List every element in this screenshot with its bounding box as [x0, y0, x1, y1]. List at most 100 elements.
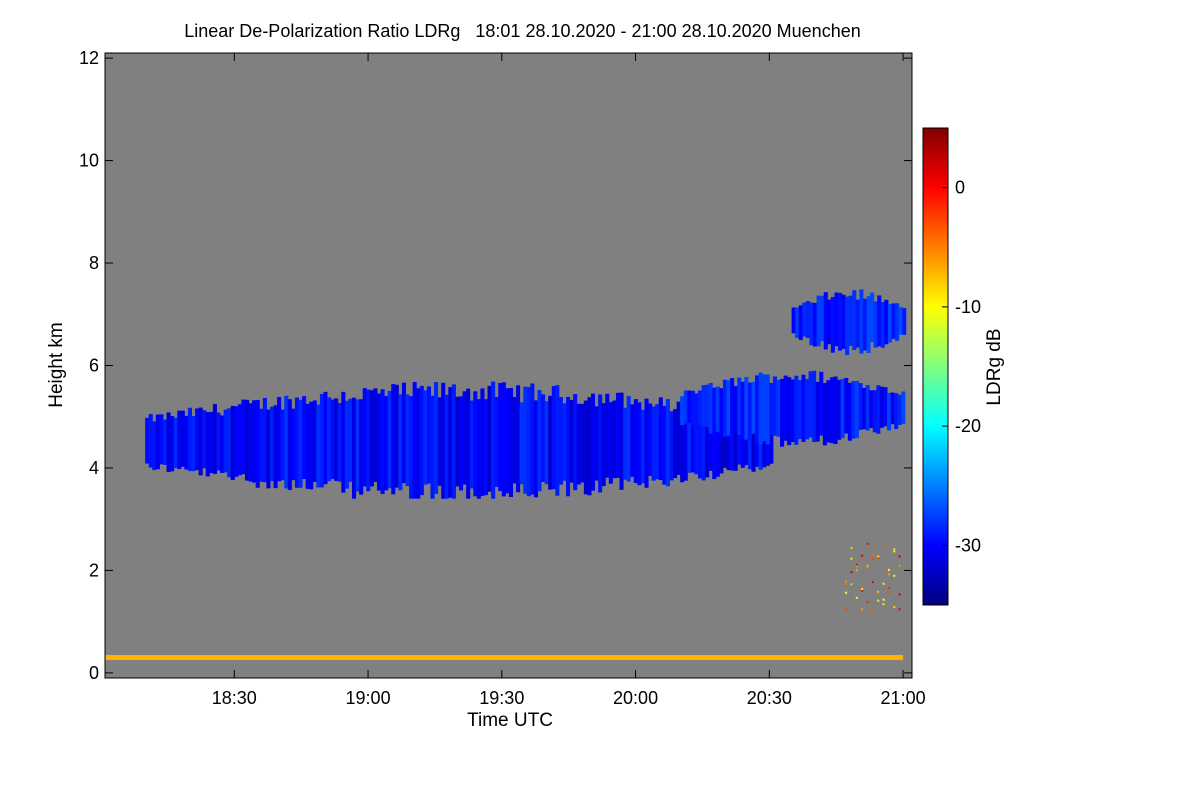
cloud-column [551, 386, 556, 490]
x-tick-label: 21:00 [881, 688, 926, 708]
cloud-column [423, 390, 428, 485]
speckle-point [882, 582, 885, 585]
speckle-point [866, 542, 869, 545]
cloud-column [722, 407, 728, 468]
cloud-column [273, 405, 278, 489]
cloud-column [451, 384, 456, 499]
cloud-column [870, 292, 875, 343]
cloud-column [797, 380, 802, 440]
y-tick-label: 12 [79, 48, 99, 68]
cloud-column [148, 414, 153, 468]
cloud-column [790, 379, 795, 443]
cloud-column [280, 409, 285, 481]
cloud-column [883, 387, 888, 427]
speckle-point [882, 603, 885, 606]
speckle-point [871, 581, 874, 584]
cloud-column [544, 401, 549, 485]
cloud-column [758, 419, 763, 470]
cloud-column [187, 407, 192, 472]
cloud-column [612, 400, 617, 479]
cloud-column [665, 399, 670, 487]
cloud-column [145, 417, 150, 464]
cloud-column [337, 403, 342, 482]
cloud-column [548, 395, 553, 490]
cloud-column [405, 394, 410, 487]
x-tick-label: 18:30 [212, 688, 257, 708]
feature-aerosol-speckle [845, 542, 901, 612]
cloud-column [858, 383, 863, 430]
cloud-column [705, 384, 710, 427]
y-tick-label: 0 [89, 663, 99, 683]
cloud-column [312, 400, 317, 482]
cloud-column [409, 396, 414, 499]
cloud-column [590, 393, 596, 491]
cloud-column [805, 301, 810, 338]
speckle-point [887, 568, 890, 571]
cloud-column [787, 377, 792, 446]
colorbar-tick-label: -10 [955, 297, 981, 317]
cloud-column [722, 379, 728, 437]
cloud-column [794, 375, 799, 445]
cloud-column [291, 408, 296, 481]
cloud-column [241, 399, 246, 475]
speckle-point [893, 548, 896, 551]
cloud-column [862, 298, 868, 351]
speckle-point [850, 571, 853, 574]
cloud-column [212, 404, 217, 474]
cloud-column [834, 292, 839, 347]
cloud-column [526, 387, 531, 497]
cloud-column [765, 374, 770, 445]
x-tick-label: 19:00 [346, 688, 391, 708]
y-tick-label: 4 [89, 458, 99, 478]
feature-upper-cloud [791, 289, 907, 356]
cloud-column [334, 398, 339, 481]
cloud-column [398, 394, 403, 491]
speckle-point [898, 608, 901, 611]
speckle-point [861, 608, 864, 611]
cloud-column [444, 394, 449, 499]
cloud-column [530, 383, 535, 495]
cloud-column [323, 391, 328, 485]
cloud-column [430, 395, 435, 499]
cloud-column [298, 399, 303, 488]
cloud-column [244, 399, 250, 481]
cloud-column [812, 370, 817, 443]
cloud-column [847, 382, 852, 441]
cloud-column [494, 396, 499, 487]
y-tick-label: 8 [89, 253, 99, 273]
cloud-column [437, 397, 442, 486]
cloud-column [352, 397, 357, 499]
cloud-column [373, 388, 378, 482]
cloud-column [583, 400, 588, 495]
cloud-column [690, 410, 695, 473]
speckle-point [882, 598, 885, 601]
cloud-column [755, 375, 760, 444]
speckle-point [877, 557, 880, 560]
cloud-column [879, 386, 884, 428]
cloud-column [826, 380, 831, 443]
speckle-point [887, 573, 890, 576]
cloud-column [344, 400, 349, 489]
cloud-column [255, 399, 260, 488]
cloud-column [441, 382, 446, 499]
cloud-column [330, 399, 335, 480]
cloud-column [362, 388, 367, 487]
cloud-column [802, 302, 807, 337]
speckle-point [850, 583, 853, 586]
cloud-column [516, 385, 521, 493]
speckle-point [877, 590, 880, 593]
speckle-point [855, 563, 858, 566]
cloud-column [894, 393, 899, 430]
cloud-column [772, 376, 777, 436]
cloud-column [822, 383, 827, 446]
cloud-column [726, 380, 731, 436]
cloud-column [887, 304, 892, 343]
cloud-column [355, 399, 360, 492]
cloud-column [827, 299, 832, 345]
cloud-column [683, 390, 688, 424]
speckle-point [898, 564, 901, 567]
cloud-column [198, 407, 203, 476]
cloud-column [795, 307, 800, 338]
speckle-point [877, 555, 880, 558]
